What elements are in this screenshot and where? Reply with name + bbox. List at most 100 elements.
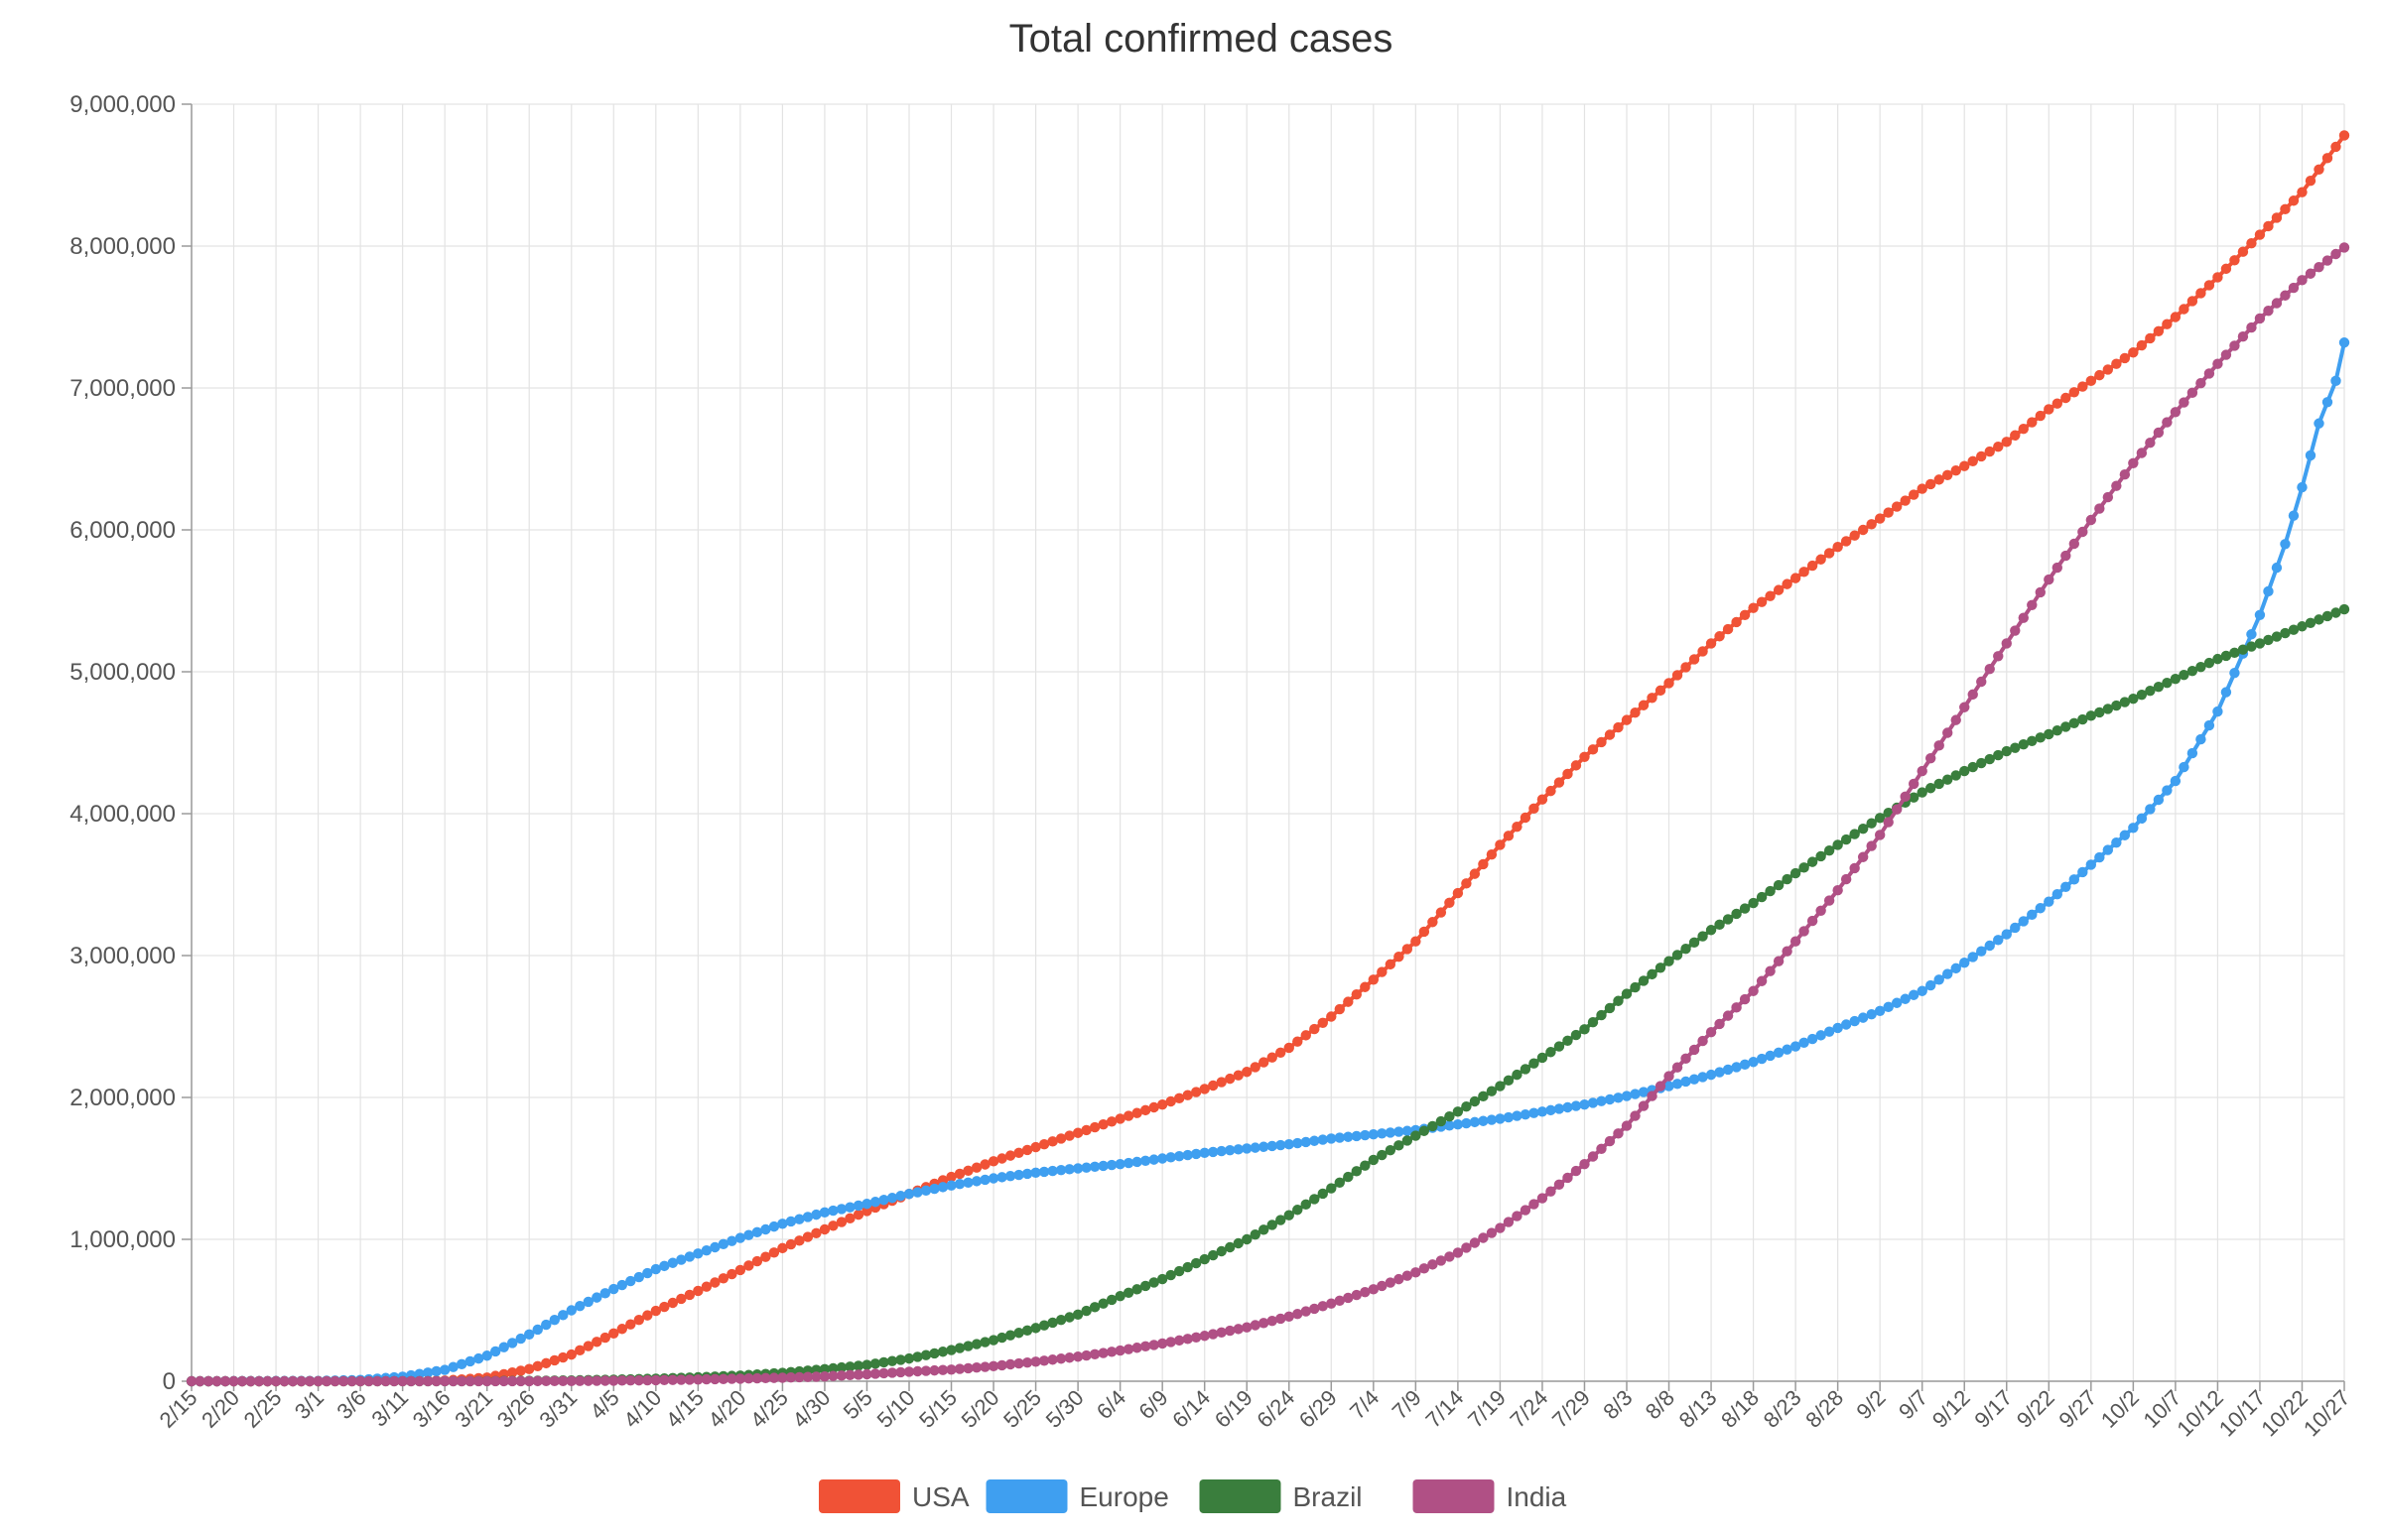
data-point	[946, 1180, 957, 1191]
data-point	[1680, 662, 1691, 673]
data-point	[886, 1367, 898, 1378]
x-tick-label: 5/5	[839, 1385, 877, 1424]
data-point	[1512, 821, 1522, 833]
data-point	[1765, 885, 1776, 897]
data-point	[2128, 823, 2139, 834]
data-point	[1553, 1041, 1565, 1052]
data-point	[2288, 282, 2300, 294]
data-point	[1993, 651, 2004, 662]
data-point	[2085, 859, 2097, 870]
data-point	[946, 1345, 957, 1355]
data-point	[1089, 1161, 1101, 1172]
data-point	[1139, 1341, 1151, 1352]
data-point	[676, 1254, 687, 1265]
data-point	[1242, 1233, 1253, 1245]
data-point	[1360, 981, 1371, 992]
data-point	[1765, 590, 1776, 601]
data-point	[2136, 448, 2148, 458]
data-point	[1191, 1332, 1202, 1343]
data-point	[1089, 1348, 1101, 1360]
data-point	[2044, 404, 2054, 415]
data-point	[1427, 1120, 1438, 1132]
data-point	[1309, 1303, 1320, 1315]
data-point	[1874, 513, 1886, 524]
y-tick-label: 8,000,000	[69, 233, 176, 260]
data-point	[1765, 1050, 1776, 1062]
data-point	[2068, 538, 2080, 550]
data-point	[558, 1375, 569, 1387]
data-point	[541, 1375, 552, 1387]
legend[interactable]: USA Europe Brazil India	[819, 1479, 1567, 1513]
data-point	[1495, 839, 1506, 850]
data-point	[1697, 1035, 1708, 1047]
data-point	[2153, 681, 2165, 693]
legend-item-europe[interactable]: Europe	[986, 1479, 1169, 1513]
data-point	[1233, 1070, 1244, 1081]
data-point	[946, 1364, 957, 1375]
data-point	[1680, 943, 1691, 955]
x-tick-label: 6/24	[1252, 1385, 1299, 1433]
data-point	[1925, 783, 1936, 794]
data-point	[599, 1288, 610, 1299]
data-point	[1343, 1131, 1354, 1142]
data-point	[1714, 631, 1725, 642]
data-point	[1131, 1156, 1142, 1168]
data-point	[1562, 1101, 1573, 1113]
data-point	[1520, 1064, 1531, 1075]
data-point	[2179, 761, 2189, 773]
x-tick-label: 5/20	[957, 1385, 1004, 1433]
data-point	[1418, 926, 1430, 938]
data-point	[667, 1374, 679, 1385]
data-point	[1697, 646, 1708, 657]
data-point	[2314, 261, 2324, 273]
x-tick-label: 10/27	[2299, 1385, 2355, 1442]
data-point	[2195, 377, 2206, 389]
data-point	[1377, 1149, 1388, 1161]
data-point	[2010, 430, 2021, 441]
data-point	[2136, 813, 2148, 825]
data-point	[650, 1263, 662, 1275]
x-tick-label: 4/10	[618, 1385, 666, 1433]
data-point	[1072, 1309, 1084, 1320]
data-point	[794, 1235, 805, 1246]
data-point	[1520, 812, 1531, 824]
data-point	[1765, 965, 1776, 976]
data-point	[1444, 1110, 1455, 1122]
data-point	[414, 1368, 425, 1379]
data-point	[1334, 1132, 1346, 1143]
data-point	[1055, 1165, 1067, 1176]
data-point	[1891, 501, 1903, 512]
data-point	[2119, 352, 2131, 364]
data-point	[727, 1373, 737, 1384]
data-point	[2314, 614, 2324, 625]
data-point	[912, 1351, 923, 1362]
legend-label: USA	[912, 1481, 970, 1512]
data-point	[321, 1375, 332, 1387]
data-point	[1418, 1263, 1430, 1274]
data-point	[861, 1368, 872, 1380]
data-point	[1191, 1148, 1202, 1160]
data-point	[2068, 717, 2080, 728]
x-tick-label: 5/30	[1041, 1385, 1089, 1433]
legend-item-india[interactable]: India	[1412, 1479, 1567, 1513]
legend-item-usa[interactable]: USA	[819, 1479, 970, 1513]
data-point	[524, 1329, 535, 1341]
data-point	[1300, 1136, 1311, 1148]
legend-item-brazil[interactable]: Brazil	[1199, 1479, 1363, 1513]
data-point	[1089, 1302, 1101, 1313]
data-point	[490, 1375, 501, 1387]
data-point	[1587, 744, 1599, 755]
x-tick-label: 10/2	[2096, 1385, 2144, 1433]
data-point	[1503, 1217, 1515, 1227]
data-point	[1098, 1348, 1109, 1358]
x-tick-label: 5/10	[872, 1385, 920, 1433]
data-point	[1798, 926, 1809, 937]
data-point	[1739, 609, 1751, 620]
data-point	[1976, 676, 1987, 688]
data-point	[980, 1174, 991, 1186]
data-point	[1806, 1033, 1818, 1045]
data-point	[1275, 1047, 1286, 1059]
data-point	[1528, 1107, 1539, 1118]
data-point	[886, 1193, 898, 1204]
data-point	[2263, 306, 2274, 317]
